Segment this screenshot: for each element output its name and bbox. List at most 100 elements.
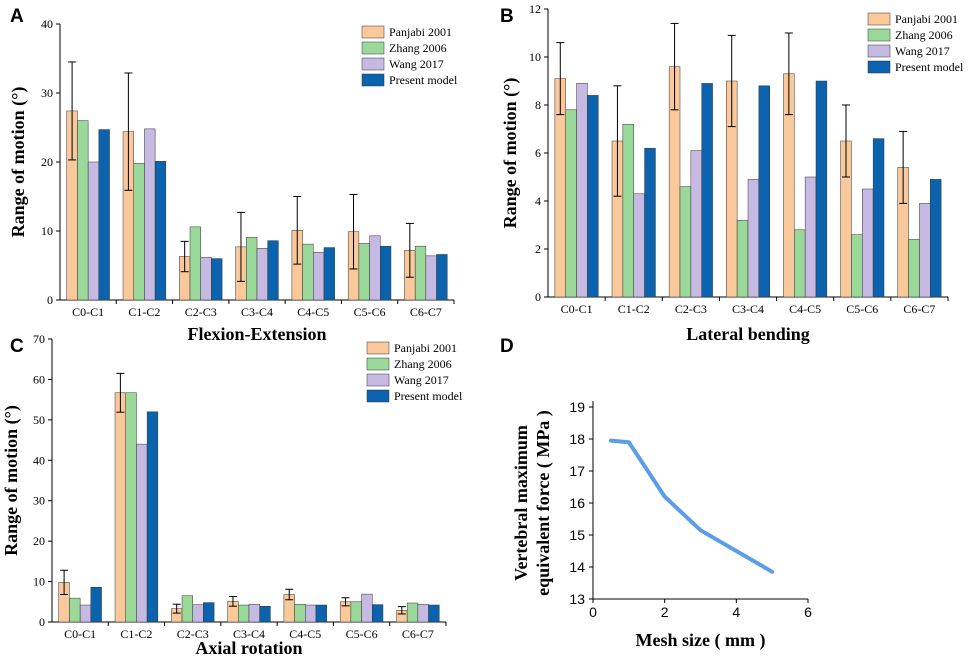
bar-wang-c5-c6 bbox=[369, 235, 381, 301]
legend-label-wang: Wang 2017 bbox=[389, 57, 444, 71]
legend-label-present: Present model bbox=[389, 73, 458, 87]
y-tick-label: 2 bbox=[535, 242, 541, 256]
bar-present-c1-c2 bbox=[644, 147, 656, 298]
y-tick-label: 70 bbox=[33, 332, 45, 346]
x-category-label: C5-C6 bbox=[846, 302, 878, 316]
bar-wang-c4-c5 bbox=[804, 176, 817, 298]
bar-present-c2-c3 bbox=[203, 602, 215, 623]
y-tick-label: 12 bbox=[529, 2, 541, 16]
bar-wang-c4-c5 bbox=[313, 252, 325, 301]
x-category-label: C2-C3 bbox=[177, 627, 209, 641]
legend-label-wang: Wang 2017 bbox=[895, 44, 950, 58]
y-tick-label: 20 bbox=[33, 534, 45, 548]
y-tick-label: 40 bbox=[41, 17, 53, 31]
y-tick-label: 16 bbox=[569, 495, 585, 511]
panel-a-letter: A bbox=[10, 6, 24, 27]
bar-zhang-c6-c7 bbox=[406, 602, 419, 623]
x-tick-label: 2 bbox=[661, 604, 669, 620]
bar-wang-c2-c3 bbox=[192, 604, 204, 623]
y-tick-label: 30 bbox=[33, 494, 45, 508]
bar-zhang-c0-c1 bbox=[565, 109, 577, 298]
bar-zhang-c4-c5 bbox=[794, 229, 806, 298]
legend-swatch-zhang bbox=[361, 41, 385, 55]
y-tick-label: 8 bbox=[535, 98, 541, 112]
x-axis-title: Mesh size ( mm ) bbox=[636, 630, 766, 651]
bar-zhang-c3-c4 bbox=[246, 236, 258, 301]
bar-zhang-c4-c5 bbox=[294, 603, 306, 623]
y-tick-label: 10 bbox=[33, 575, 45, 589]
bar-wang-c2-c3 bbox=[690, 150, 702, 298]
bar-present-c3-c4 bbox=[259, 605, 271, 623]
legend-swatch-present bbox=[361, 73, 385, 87]
y-tick-label: 20 bbox=[41, 155, 53, 169]
bar-zhang-c3-c4 bbox=[736, 219, 749, 298]
bar-wang-c6-c7 bbox=[417, 603, 429, 623]
bar-zhang-c5-c6 bbox=[358, 243, 370, 301]
y-axis-title: Range of motion (°) bbox=[500, 78, 521, 229]
bar-zhang-c6-c7 bbox=[414, 245, 427, 301]
x-tick-label: 0 bbox=[589, 604, 597, 620]
y-tick-label: 13 bbox=[569, 591, 585, 607]
y-axis-title: Range of motion (°) bbox=[1, 405, 22, 556]
x-category-label: C2-C3 bbox=[675, 302, 707, 316]
bar-present-c3-c4 bbox=[267, 240, 279, 301]
legend-label-present: Present model bbox=[394, 389, 463, 403]
bar-present-c4-c5 bbox=[323, 247, 335, 301]
legend-label-zhang: Zhang 2006 bbox=[895, 28, 953, 42]
bar-wang-c1-c2 bbox=[144, 128, 156, 301]
bar-present-c3-c4 bbox=[758, 85, 770, 298]
series-line-max-force bbox=[608, 438, 775, 574]
x-category-label: C2-C3 bbox=[185, 305, 217, 319]
bar-zhang-c1-c2 bbox=[622, 123, 634, 298]
bar-zhang-c0-c1 bbox=[77, 120, 89, 301]
bar-zhang-c6-c7 bbox=[908, 239, 920, 298]
x-category-label: C5-C6 bbox=[346, 627, 378, 641]
y-tick-label: 6 bbox=[535, 146, 541, 160]
x-category-label: C4-C5 bbox=[289, 627, 321, 641]
y-tick-label: 40 bbox=[33, 453, 45, 467]
y-tick-label: 4 bbox=[535, 194, 541, 208]
bar-zhang-c3-c4 bbox=[238, 604, 250, 623]
bar-wang-c6-c7 bbox=[919, 203, 931, 298]
bar-zhang-c2-c3 bbox=[189, 226, 201, 301]
y-tick-label: 0 bbox=[47, 293, 53, 307]
y-tick-label: 17 bbox=[569, 463, 585, 479]
bar-present-c4-c5 bbox=[315, 604, 327, 623]
bar-present-c0-c1 bbox=[98, 129, 110, 301]
x-category-label: C0-C1 bbox=[561, 302, 593, 316]
y-tick-label: 60 bbox=[33, 372, 45, 386]
bar-zhang-c5-c6 bbox=[350, 601, 362, 623]
y-tick-label: 0 bbox=[39, 615, 45, 629]
legend-label-zhang: Zhang 2006 bbox=[394, 357, 452, 371]
y-tick-label: 19 bbox=[569, 399, 585, 415]
bar-zhang-c4-c5 bbox=[302, 243, 314, 301]
legend-label-zhang: Zhang 2006 bbox=[389, 41, 447, 55]
legend-swatch-zhang bbox=[867, 28, 891, 42]
bar-present-c5-c6 bbox=[872, 138, 885, 298]
bar-zhang-c5-c6 bbox=[851, 234, 863, 298]
bar-wang-c3-c4 bbox=[256, 248, 268, 301]
legend-swatch-wang bbox=[867, 44, 891, 58]
legend-swatch-zhang bbox=[366, 357, 390, 371]
bar-zhang-c2-c3 bbox=[679, 186, 692, 298]
x-category-label: C4-C5 bbox=[789, 302, 821, 316]
x-category-label: C0-C1 bbox=[72, 305, 104, 319]
bar-present-c2-c3 bbox=[701, 83, 713, 298]
legend-swatch-wang bbox=[361, 57, 385, 71]
legend-swatch-wang bbox=[366, 373, 390, 387]
bar-present-c4-c5 bbox=[815, 80, 828, 298]
panel-a: A 0 10 20 30 40 C0-C1 C1-C2 C2-C3 C3-C4 C4-C5 C5-C… bbox=[8, 6, 458, 344]
legend-swatch-panjabi bbox=[361, 25, 385, 39]
y-tick-label: 50 bbox=[33, 413, 45, 427]
bar-present-c1-c2 bbox=[154, 161, 167, 301]
bar-wang-c0-c1 bbox=[79, 604, 92, 623]
legend-label-panjabi: Panjabi 2001 bbox=[394, 341, 457, 355]
y-tick-label: 14 bbox=[569, 559, 585, 575]
x-tick-label: 6 bbox=[804, 604, 812, 620]
x-category-label: C0-C1 bbox=[64, 627, 96, 641]
legend-swatch-panjabi bbox=[366, 341, 390, 355]
legend-swatch-present bbox=[366, 389, 390, 403]
bar-wang-c4-c5 bbox=[305, 604, 317, 623]
bar-zhang-c0-c1 bbox=[69, 597, 81, 623]
